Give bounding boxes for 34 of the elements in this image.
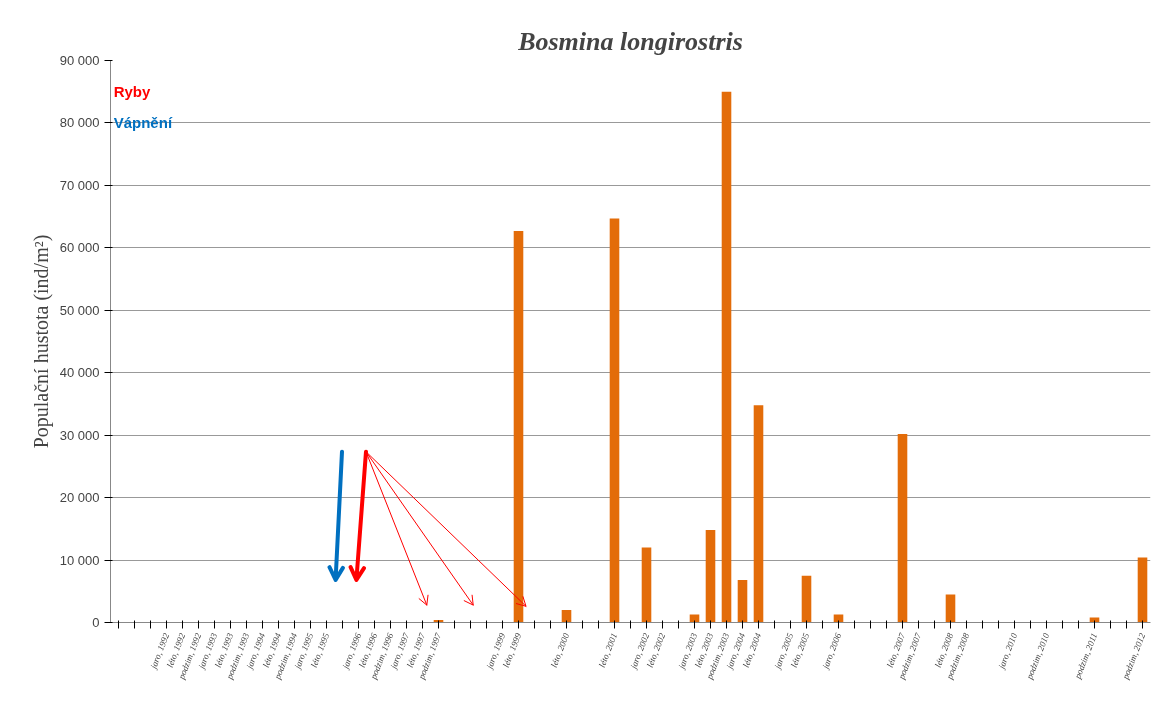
y-tick-label: 10 000 [59, 552, 100, 568]
y-tick-label: 30 000 [59, 427, 100, 443]
bar [609, 218, 620, 623]
x-tick-label: podzim, 2011 [1072, 631, 1100, 681]
bar [721, 91, 732, 623]
annotation: Ryby [113, 82, 152, 100]
bar [753, 405, 764, 623]
bar [641, 547, 652, 623]
bar [945, 594, 956, 623]
bar [737, 580, 748, 623]
x-tick-label: jaro, 2010 [996, 631, 1020, 671]
y-tick-label: 40 000 [59, 365, 100, 381]
y-tick-label: 60 000 [59, 240, 100, 256]
x-tick-label: podzim, 2010 [1023, 631, 1052, 682]
x-tick-label: jaro, 2006 [820, 631, 844, 671]
y-tick-label: 20 000 [59, 490, 100, 506]
y-tick-label: 0 [92, 615, 100, 630]
bar [1137, 557, 1148, 623]
bar [689, 614, 700, 623]
x-tick-label: léto, 2000 [548, 631, 572, 669]
x-tick-label: podzim, 2012 [1119, 631, 1148, 682]
chart-title: Bosmina longirostris [517, 26, 743, 56]
y-tick-label: 90 000 [59, 53, 100, 68]
y-tick-label: 50 000 [59, 302, 100, 318]
annotation: Vápnění [113, 113, 173, 131]
x-tick-label: léto, 2001 [596, 631, 620, 669]
y-tick-label: 80 000 [59, 115, 100, 131]
bar [897, 433, 908, 623]
y-tick-label: 70 000 [59, 177, 100, 193]
bar [705, 530, 716, 623]
bar [513, 230, 524, 623]
bar [801, 575, 812, 623]
y-axis-title: Populační hustota (ind/m²) [29, 234, 53, 449]
bar [833, 614, 844, 623]
